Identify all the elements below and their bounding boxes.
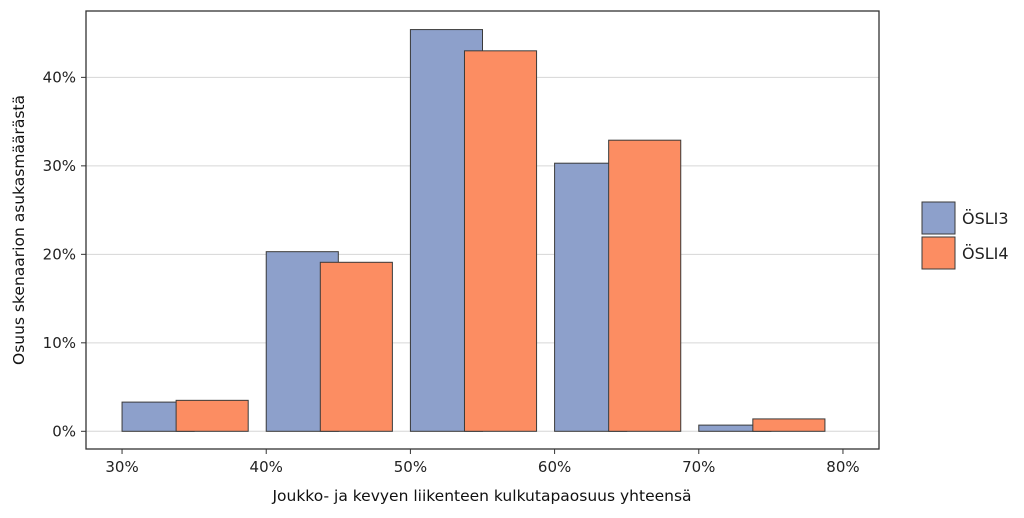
legend-label-1: ÖSLI4: [962, 244, 1009, 263]
x-tick-label-5: 80%: [826, 458, 859, 476]
x-axis: 30% 40% 50% 60% 70% 80%: [105, 449, 860, 476]
x-tick-label-4: 70%: [682, 458, 715, 476]
y-tick-label-0: 0%: [52, 422, 76, 440]
y-tick-label-1: 10%: [43, 334, 76, 352]
x-tick-label-0: 30%: [105, 458, 138, 476]
bar-series1-bin4: [752, 418, 826, 432]
x-tick-label-1: 40%: [250, 458, 283, 476]
legend-label-0: ÖSLI3: [962, 209, 1009, 228]
legend: ÖSLI3 ÖSLI4: [921, 201, 1009, 270]
legend-swatch-1: [921, 236, 956, 270]
bars: [121, 29, 826, 432]
y-tick-label-2: 20%: [43, 245, 76, 263]
y-tick-label-4: 40%: [43, 68, 76, 86]
bar-series1-bin3: [608, 139, 682, 432]
legend-swatch-0: [921, 201, 956, 235]
y-axis: 0% 10% 20% 30% 40%: [43, 68, 86, 440]
bar-series1-bin0: [175, 399, 249, 432]
x-axis-title: Joukko- ja kevyen liikenteen kulkutapaos…: [271, 487, 691, 505]
y-tick-label-3: 30%: [43, 157, 76, 175]
bar-series1-bin2: [463, 50, 538, 432]
plot-frame: [85, 10, 880, 450]
x-tick-label-2: 50%: [394, 458, 427, 476]
bar-series1-bin1: [319, 261, 393, 432]
x-tick-label-3: 60%: [538, 458, 571, 476]
y-axis-title: Osuus skenaarion asukasmäärästä: [10, 95, 28, 365]
